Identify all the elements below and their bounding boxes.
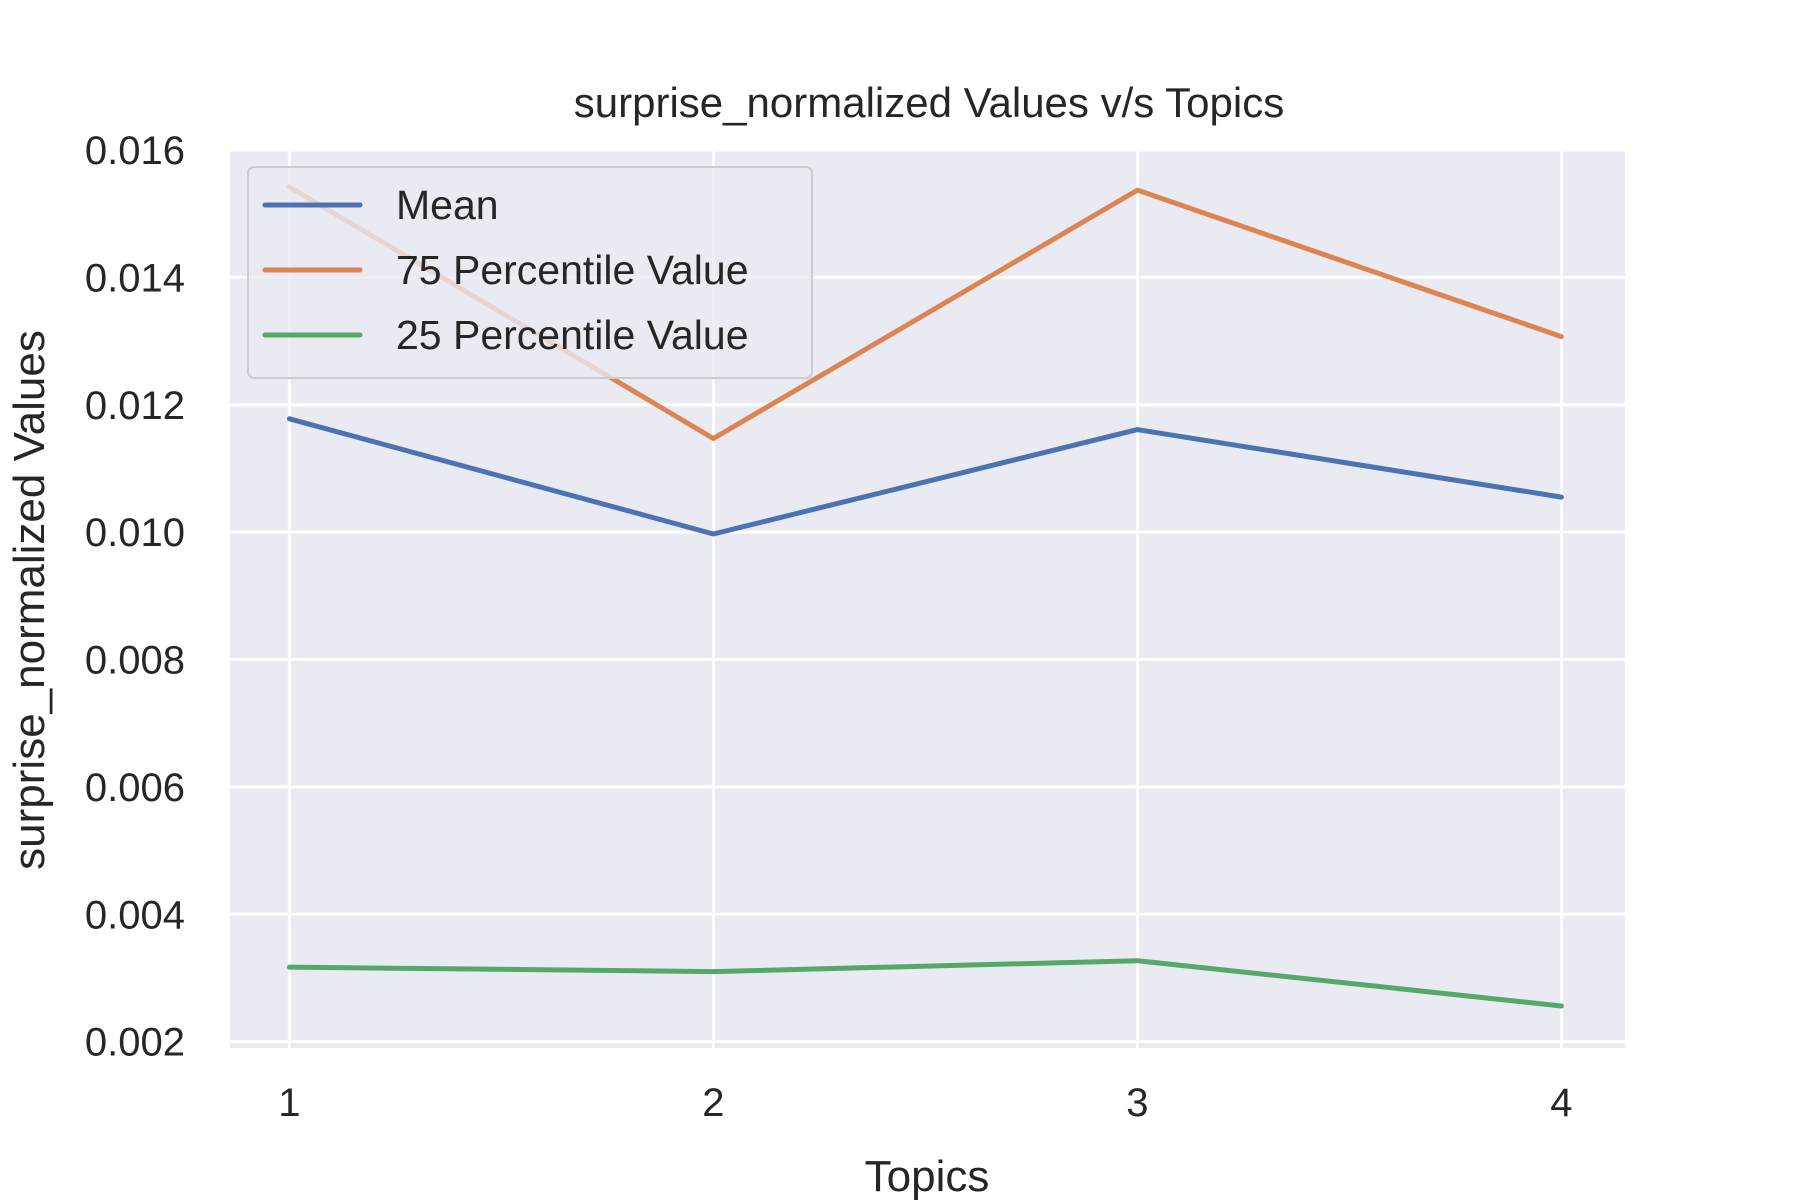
y-tick-label: 0.014 — [85, 256, 185, 300]
y-tick-label: 0.002 — [85, 1021, 185, 1065]
y-tick-label: 0.004 — [85, 893, 185, 937]
y-tick-label: 0.008 — [85, 639, 185, 683]
y-tick-label: 0.016 — [85, 129, 185, 173]
x-tick-label: 1 — [278, 1081, 300, 1125]
chart-title: surprise_normalized Values v/s Topics — [574, 79, 1284, 126]
series-line-0 — [286, 416, 1564, 537]
tick-labels: 1 2 3 4 0.002 0.004 0.006 0.008 0.010 0.012 0.014 0… — [85, 129, 1573, 1125]
x-tick-label: 3 — [1126, 1081, 1148, 1125]
legend-label-0: Mean — [396, 182, 499, 228]
x-axis-label: Topics — [865, 1152, 990, 1200]
x-tick-label: 4 — [1550, 1081, 1572, 1125]
legend-box — [247, 166, 813, 379]
y-tick-label: 0.012 — [85, 384, 185, 428]
y-tick-label: 0.006 — [85, 766, 185, 810]
legend: Mean 75 Percentile Value 25 Percentile Val… — [247, 166, 813, 379]
legend-label-2: 25 Percentile Value — [396, 312, 749, 358]
series-line-2 — [286, 958, 1564, 1009]
y-axis-label: surprise_normalized Values — [5, 330, 54, 870]
y-tick-label: 0.010 — [85, 511, 185, 555]
legend-label-1: 75 Percentile Value — [396, 247, 749, 293]
x-tick-label: 2 — [702, 1081, 724, 1125]
